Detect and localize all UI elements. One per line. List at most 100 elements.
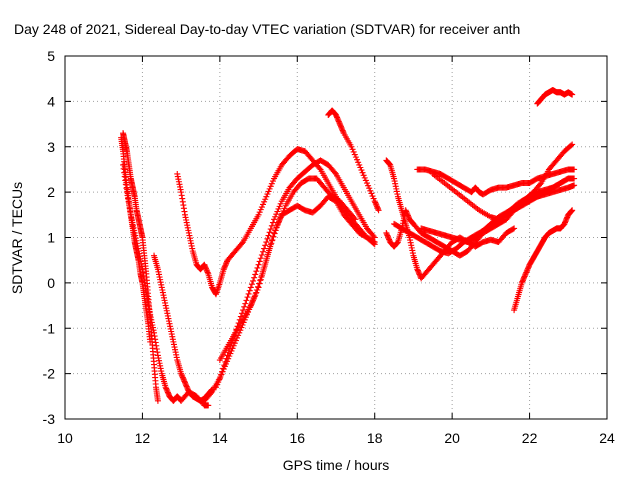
data-point [252,271,259,278]
data-point [571,175,578,182]
data-point [189,245,196,252]
data-point [141,275,148,282]
data-point [136,253,143,260]
data-point [167,325,174,332]
data-point [384,233,391,240]
data-point [267,183,274,190]
data-point [184,222,191,229]
data-point [180,205,187,212]
data-point [141,279,148,286]
data-point [222,262,229,269]
data-point [132,232,139,239]
data-point [241,303,248,310]
data-point [127,208,134,215]
data-point [316,165,323,172]
data-point [254,264,261,271]
data-point [258,252,265,259]
data-point [354,156,361,163]
data-point [523,269,530,276]
y-tick-label: 1 [47,230,55,246]
data-point [145,301,152,308]
data-point [518,279,525,286]
data-point [521,274,528,281]
data-point [178,192,185,199]
data-point [271,229,278,236]
data-point [221,363,228,370]
data-point [164,389,171,396]
data-point [269,237,276,244]
y-tick-label: 2 [47,184,55,200]
data-point [370,238,377,245]
series-arc-1 [120,130,161,404]
data-point [569,207,576,214]
data-point [176,181,183,188]
data-point [143,292,150,299]
data-point [369,193,376,200]
data-point [276,218,283,225]
data-point [163,307,170,314]
data-point [173,354,180,361]
data-point [158,281,165,288]
data-point [391,175,398,182]
data-point [568,207,575,214]
data-point [179,374,186,381]
data-point [231,340,238,347]
data-point [222,360,229,367]
data-point [262,196,269,203]
data-point [561,220,568,227]
data-point [356,161,363,168]
data-point [227,350,234,357]
data-point [125,195,132,202]
data-point [281,205,288,212]
data-point [154,349,161,356]
data-point [143,288,150,295]
data-point [265,232,272,239]
data-point [158,284,165,291]
data-point [400,217,407,224]
data-point [146,308,153,315]
data-point [126,202,133,209]
data-point [173,351,180,358]
series-arc-16 [511,207,576,314]
data-point [225,355,232,362]
data-point [153,345,160,352]
data-point [220,366,227,373]
data-point [263,193,270,200]
data-point [391,178,398,185]
data-point [126,205,133,212]
series-arc-17 [534,87,576,107]
data-point [569,141,576,148]
data-point [394,191,401,198]
data-point [148,319,155,326]
data-point [519,277,526,284]
data-point [120,161,127,168]
data-point [152,339,159,346]
data-point [217,373,224,380]
data-point [338,124,345,131]
data-point [224,358,231,365]
y-tick-label: -3 [43,411,56,427]
data-point [160,294,167,301]
data-point [523,268,530,275]
data-point [121,169,128,176]
data-point [157,365,164,372]
data-point [157,362,164,369]
data-point [185,227,192,234]
data-point [216,375,223,382]
data-point [333,113,340,120]
data-point [133,237,140,244]
data-point [357,164,364,171]
data-point [269,178,276,185]
data-point [394,239,401,246]
data-point [178,371,185,378]
data-point [181,208,188,215]
x-tick-label: 10 [57,430,73,446]
data-point [205,402,212,409]
data-point [180,202,187,209]
data-point [182,211,189,218]
data-point [375,207,382,214]
data-point [522,270,529,277]
data-point [366,185,373,192]
